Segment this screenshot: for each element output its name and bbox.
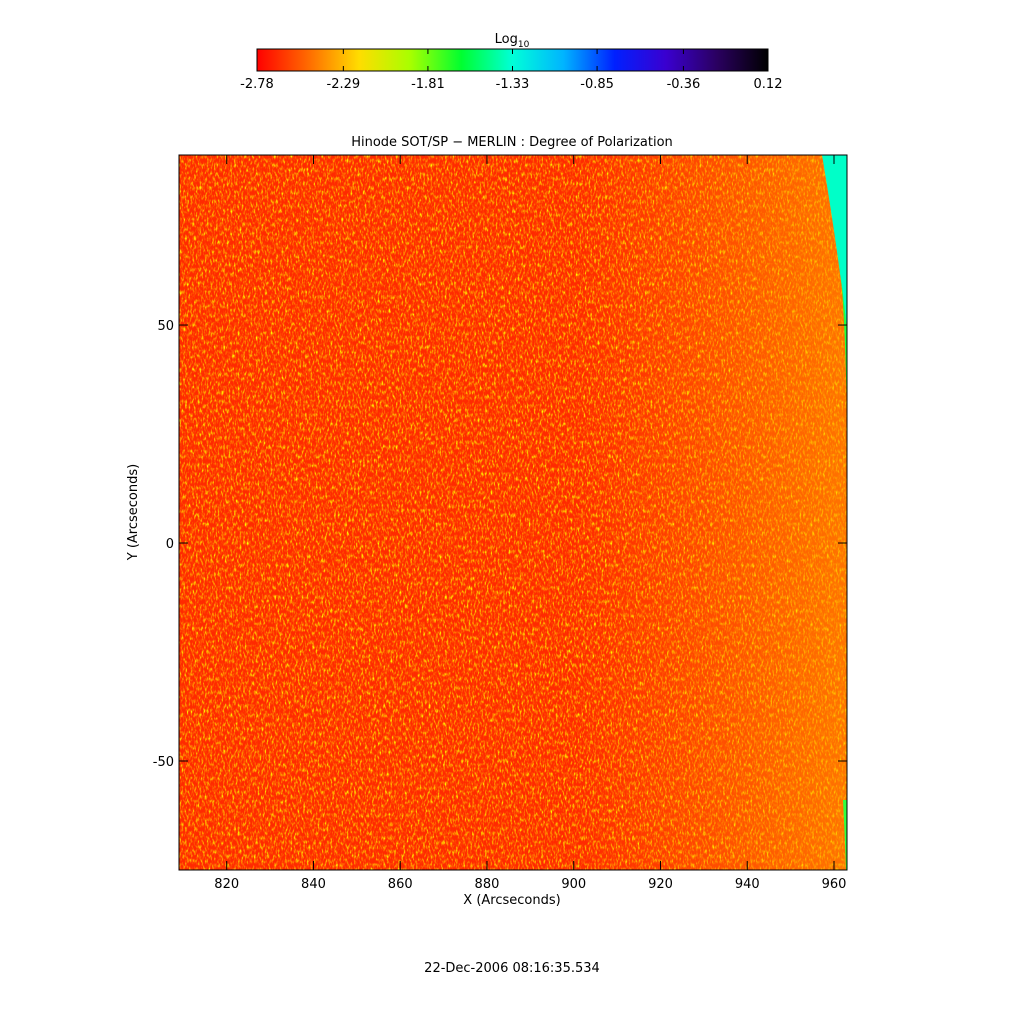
x-tick-label: 920 [648, 877, 673, 892]
x-tick-label: 960 [822, 877, 847, 892]
colorbar-tick-label: -0.85 [580, 77, 614, 92]
x-tick-label: 900 [561, 877, 586, 892]
y-tick-label: 50 [157, 319, 174, 334]
colorbar-label: Log10 [495, 32, 530, 50]
colorbar-tick-label: -2.78 [240, 77, 274, 92]
image-field [179, 155, 847, 870]
x-axis-label: X (Arcseconds) [463, 893, 560, 908]
x-tick-label: 880 [475, 877, 500, 892]
timestamp: 22-Dec-2006 08:16:35.534 [424, 961, 600, 976]
colorbar-tick-label: -0.36 [667, 77, 701, 92]
x-tick-label: 840 [301, 877, 326, 892]
x-tick-label: 860 [388, 877, 413, 892]
x-tick-label: 940 [735, 877, 760, 892]
x-tick-label: 820 [214, 877, 239, 892]
colorbar-tick-label: -1.33 [496, 77, 530, 92]
plot-frame [178, 154, 848, 871]
colorbar-tick-label: -1.81 [411, 77, 445, 92]
y-axis-label: Y (Arcseconds) [126, 464, 141, 561]
y-tick-label: -50 [153, 755, 174, 770]
colorbar-tick-label: -2.29 [327, 77, 361, 92]
chart-title: Hinode SOT/SP − MERLIN : Degree of Polar… [351, 135, 673, 150]
colorbar-tick-label: 0.12 [754, 77, 783, 92]
y-tick-label: 0 [166, 537, 174, 552]
